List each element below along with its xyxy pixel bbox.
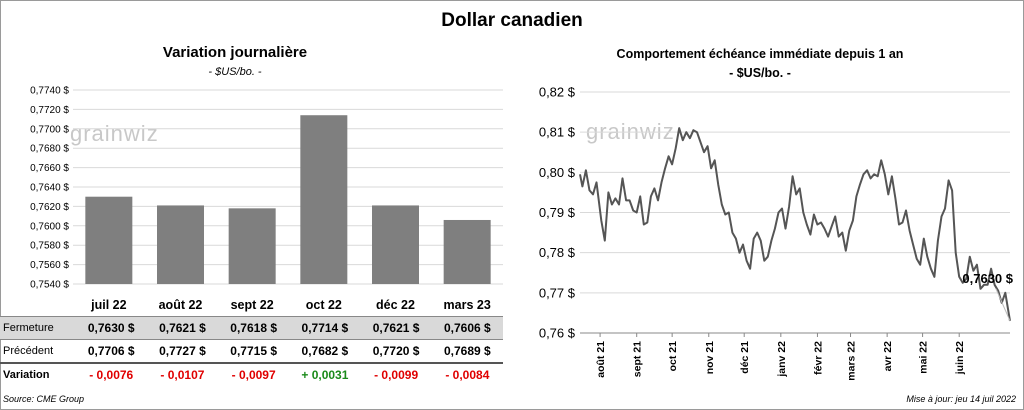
source-note: Source: CME Group [3,394,85,404]
bar-chart: grainwiz 0,7540 $ 0,7560 $ 0,7580 $ 0,7600 … [30,86,503,312]
bar [372,205,419,284]
y-tick-label: 0,80 $ [539,165,576,180]
y-tick-label: 0,7620 $ [30,202,69,213]
x-tick-label: déc 21 [739,341,751,374]
x-tick-label: oct 21 [667,341,679,372]
bar-chart-subtitle: - $US/bo. - [208,66,262,78]
cell-fermeture: 0,7630 $ [75,316,147,340]
y-tick-label: 0,82 $ [539,85,576,100]
y-tick-label: 0,7680 $ [30,144,69,155]
cell-variation: - 0,0076 [75,362,147,386]
cell-precedent: 0,7682 $ [301,344,349,358]
price-table: Fermeture 0,7630 $ 0,7621 $ 0,7618 $ 0,7… [0,316,503,386]
y-tick-label: 0,81 $ [539,125,576,140]
series-line [579,127,1011,322]
x-tick-label: nov 21 [704,341,716,374]
update-note: Mise à jour: jeu 14 juil 2022 [906,394,1016,404]
y-tick-label: 0,76 $ [539,326,576,341]
cell-fermeture: 0,7618 $ [218,316,290,340]
table-row-fermeture: Fermeture 0,7630 $ 0,7621 $ 0,7618 $ 0,7… [0,316,503,340]
y-tick-label: 0,7660 $ [30,163,69,174]
x-category-label: mars 23 [444,298,491,312]
x-category-label: oct 22 [306,298,342,312]
page-title: Dollar canadien [441,10,583,31]
y-tick-label: 0,7560 $ [30,260,69,271]
cell-precedent: 0,7715 $ [230,344,278,358]
cell-fermeture: 0,7621 $ [146,316,219,340]
bar [300,115,348,284]
cell-precedent: 0,7727 $ [159,344,206,358]
x-tick-label: sept 21 [632,341,644,377]
last-value-leader [995,288,1011,322]
table-row-precedent: Précédent 0,7706 $ 0,7727 $ 0,7715 $ 0,7… [0,340,503,364]
x-category-label: sept 22 [231,298,274,312]
y-tick-label: 0,7720 $ [30,105,69,116]
cell-fermeture: 0,7714 $ [289,316,361,340]
row-label-fermeture: Fermeture [0,316,76,340]
cell-precedent: 0,7720 $ [372,344,420,358]
x-tick-label: mars 22 [846,341,858,381]
cell-variation: - 0,0107 [146,362,219,386]
cell-fermeture: 0,7621 $ [360,316,432,340]
y-tick-label: 0,78 $ [539,245,576,260]
y-tick-label: 0,7540 $ [30,280,69,291]
row-label-precedent: Précédent [3,345,54,357]
bar [443,219,491,284]
cell-variation: - 0,0099 [360,362,432,386]
x-tick-label: juin 22 [954,341,966,375]
cell-variation: - 0,0084 [431,362,503,386]
watermark-text: grainwiz [70,121,159,146]
cell-precedent: 0,7706 $ [87,344,135,358]
y-tick-label: 0,7700 $ [30,124,69,135]
cell-fermeture: 0,7606 $ [431,316,503,340]
y-tick-label: 0,7600 $ [30,221,69,232]
watermark-text-line: grainwiz [586,119,675,144]
y-tick-label: 0,7740 $ [30,86,69,97]
x-category-label: août 22 [159,298,203,312]
bar [85,196,133,284]
line-chart: grainwiz 0,76 $ 0,77 $ 0,78 $ 0,79 $ 0,80 $ 0… [539,85,1014,381]
table-row-variation: Variation - 0,0076 - 0,0107 - 0,0097 + 0… [0,362,503,386]
y-tick-label: 0,77 $ [539,285,576,300]
bar [157,205,204,284]
row-label-variation: Variation [0,362,76,386]
bar [228,208,276,284]
line-chart-subtitle: - $US/bo. - [729,66,791,80]
cell-variation: - 0,0097 [218,362,290,386]
last-value-label: 0,7630 $ [962,271,1013,286]
cell-precedent: 0,7689 $ [444,344,491,358]
y-tick-label: 0,7580 $ [30,241,69,252]
y-tick-label: 0,7640 $ [30,183,69,194]
bar-chart-title: Variation journalière [162,44,308,61]
x-tick-label: avr 22 [882,341,894,372]
cell-variation: + 0,0031 [289,362,361,386]
x-tick-label: févr 22 [812,341,824,375]
x-category-label: déc 22 [376,298,415,312]
x-tick-label: janv 22 [776,341,788,378]
x-tick-label: mai 22 [918,341,930,374]
x-category-label: juil 22 [90,298,126,312]
x-tick-label: août 21 [595,341,607,378]
y-tick-label: 0,79 $ [539,205,576,220]
line-chart-title: Comportement échéance immédiate depuis 1… [616,47,904,61]
